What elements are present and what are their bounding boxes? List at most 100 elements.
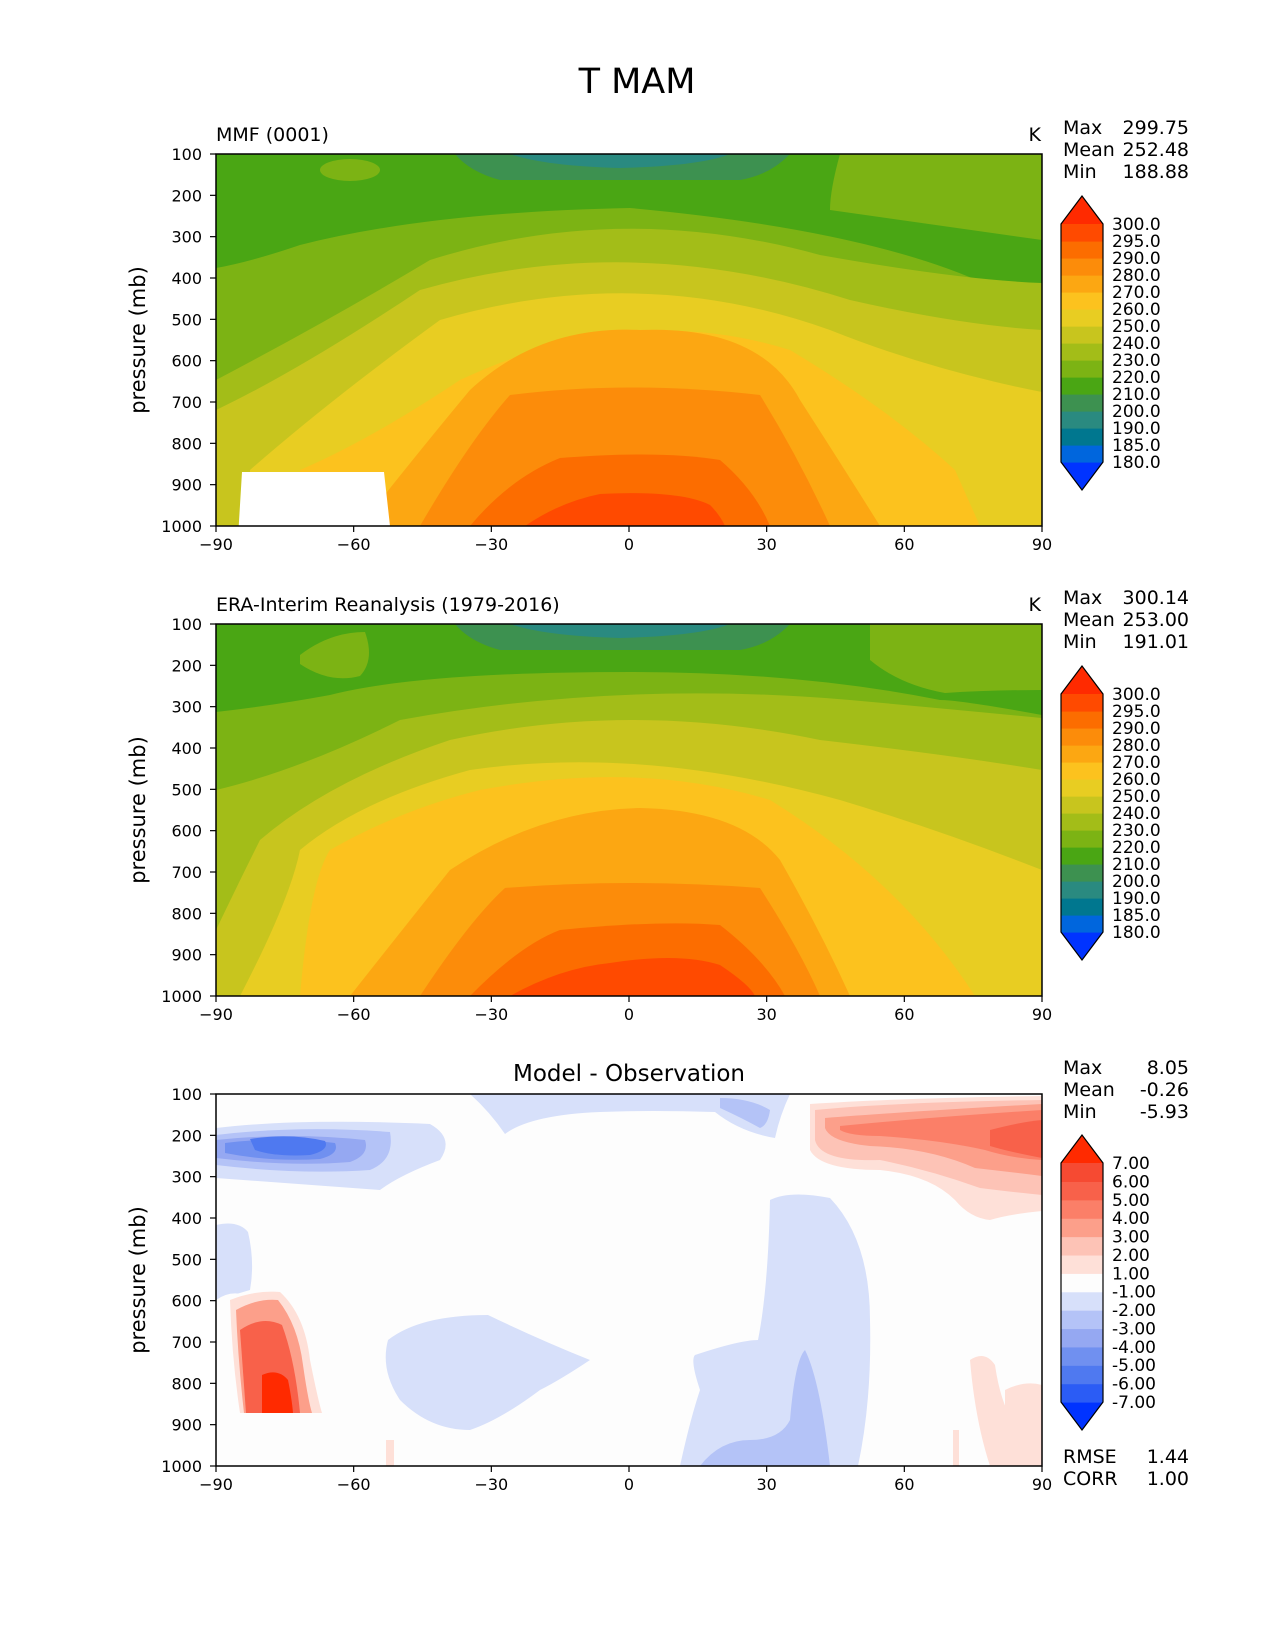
y-tick-label: 800: [171, 904, 202, 923]
colorbar-segment: [1061, 224, 1103, 242]
colorbar-segment: [1061, 847, 1103, 865]
x-tick-label: 60: [894, 1475, 914, 1494]
colorbar-label: 200.0: [1112, 872, 1161, 892]
contour-band-230-240: [870, 624, 1042, 693]
stat-value: 300.14: [1123, 587, 1189, 609]
obs-y-axis-label: pressure (mb): [126, 736, 150, 884]
colorbar-label: 200.0: [1112, 402, 1161, 422]
colorbar-outline: [1060, 1134, 1104, 1431]
y-tick-label: 600: [171, 352, 202, 371]
stat-value: 188.88: [1123, 161, 1189, 183]
colorbar-label: 270.0: [1112, 753, 1161, 773]
y-tick-label: 700: [171, 393, 202, 412]
colorbar-segment: [1061, 728, 1103, 746]
negative-band-1-2: [385, 1315, 590, 1430]
colorbar-label: 180.0: [1112, 453, 1161, 473]
stat-value: 191.01: [1123, 631, 1189, 653]
x-tick-label: −90: [199, 1475, 233, 1494]
y-tick-label: 400: [171, 269, 202, 288]
negative-band-1-2: [216, 1223, 253, 1300]
colorbar-extend-max: [1061, 196, 1103, 224]
stat-label: Max: [1063, 1057, 1102, 1079]
colorbar-segment: [1061, 1273, 1103, 1293]
colorbar-label: -1.00: [1112, 1283, 1156, 1303]
y-tick-label: 500: [171, 310, 202, 329]
colorbar-segment: [1061, 796, 1103, 814]
colorbar-segment: [1061, 779, 1103, 797]
colorbar-label: -2.00: [1112, 1301, 1156, 1321]
y-tick-label: 100: [171, 615, 202, 634]
colorbar-segment: [1061, 309, 1103, 327]
y-tick-label: 200: [171, 1126, 202, 1145]
contour-patch-230: [320, 159, 380, 181]
colorbar-outline: [1060, 195, 1104, 491]
y-tick-label: 900: [171, 946, 202, 965]
colorbar-segment: [1061, 360, 1103, 378]
colorbar-segment: [1061, 1291, 1103, 1311]
stat-label: Min: [1063, 161, 1097, 183]
y-tick-label: 900: [171, 476, 202, 495]
y-tick-label: 1000: [161, 517, 202, 536]
colorbar-label: 190.0: [1112, 419, 1161, 439]
colorbar-segment: [1061, 813, 1103, 831]
y-tick-label: 100: [171, 145, 202, 164]
colorbar-segment: [1061, 762, 1103, 780]
model-units-label: K: [1029, 124, 1042, 146]
colorbar-segment: [1061, 394, 1103, 412]
colorbar-segment: [1061, 1310, 1103, 1330]
x-tick-label: −30: [474, 535, 508, 554]
colorbar-outline: [1060, 665, 1104, 961]
stat-value: 253.00: [1123, 609, 1189, 631]
colorbar-segment: [1061, 711, 1103, 729]
y-tick-label: 900: [171, 1416, 202, 1435]
colorbar-label: 220.0: [1112, 368, 1161, 388]
colorbar-segment: [1061, 377, 1103, 395]
colorbar-label: 230.0: [1112, 351, 1161, 371]
colorbar-segment: [1061, 1218, 1103, 1238]
diff-panel-title: Model - Observation: [513, 1061, 745, 1087]
y-tick-label: 700: [171, 863, 202, 882]
x-tick-label: 0: [624, 1475, 634, 1494]
colorbar-segment: [1061, 881, 1103, 899]
colorbar-label: -4.00: [1112, 1338, 1156, 1358]
x-tick-label: −30: [474, 1475, 508, 1494]
colorbar-label: 290.0: [1112, 719, 1161, 739]
colorbar-extend-min: [1061, 462, 1103, 490]
x-tick-label: −60: [337, 1475, 371, 1494]
y-tick-label: 600: [171, 822, 202, 841]
missing-data-region: [216, 472, 390, 526]
x-tick-label: −90: [199, 535, 233, 554]
colorbar-label: 240.0: [1112, 334, 1161, 354]
colorbar-label: 6.00: [1112, 1172, 1150, 1192]
obs-stats: Max 300.14 Mean 253.00 Min 191.01: [1063, 587, 1189, 653]
contour-band-200-210: [510, 624, 730, 638]
colorbar-label: 210.0: [1112, 385, 1161, 405]
positive-band-1-2: [953, 1430, 959, 1466]
positive-band-7: [262, 1372, 293, 1413]
colorbar-extend-min: [1061, 932, 1103, 960]
positive-band-1-2: [1005, 1383, 1042, 1466]
colorbar-segment: [1061, 1328, 1103, 1348]
colorbar-segment: [1061, 445, 1103, 463]
x-tick-label: 60: [894, 535, 914, 554]
diff-error-stats: RMSE 1.44 CORR 1.00: [1063, 1446, 1189, 1490]
obs-axes: −90 −60 −30 0 30 60 90 100 200 300 400 500 600 700 800…: [161, 615, 1052, 1024]
y-tick-label: 300: [171, 228, 202, 247]
colorbar-label: 270.0: [1112, 283, 1161, 303]
stat-label: Mean: [1063, 139, 1115, 161]
y-tick-label: 300: [171, 1168, 202, 1187]
contour-band-200-210: [510, 154, 730, 168]
colorbar-segment: [1061, 326, 1103, 344]
colorbar-segment: [1061, 694, 1103, 712]
colorbar-label: 2.00: [1112, 1246, 1150, 1266]
y-tick-label: 100: [171, 1085, 202, 1104]
colorbar-label: -3.00: [1112, 1319, 1156, 1339]
colorbar-segment: [1061, 864, 1103, 882]
diff-contour-field: [216, 1094, 1042, 1466]
colorbar-label: 4.00: [1112, 1209, 1150, 1229]
obs-units-label: K: [1029, 594, 1042, 616]
panel-difference: −90 −60 −30 0 30 60 90 100 200 300 400 500 600 700 800…: [126, 1057, 1189, 1494]
stat-value: 1.00: [1147, 1468, 1189, 1490]
model-panel-title: MMF (0001): [216, 124, 329, 146]
